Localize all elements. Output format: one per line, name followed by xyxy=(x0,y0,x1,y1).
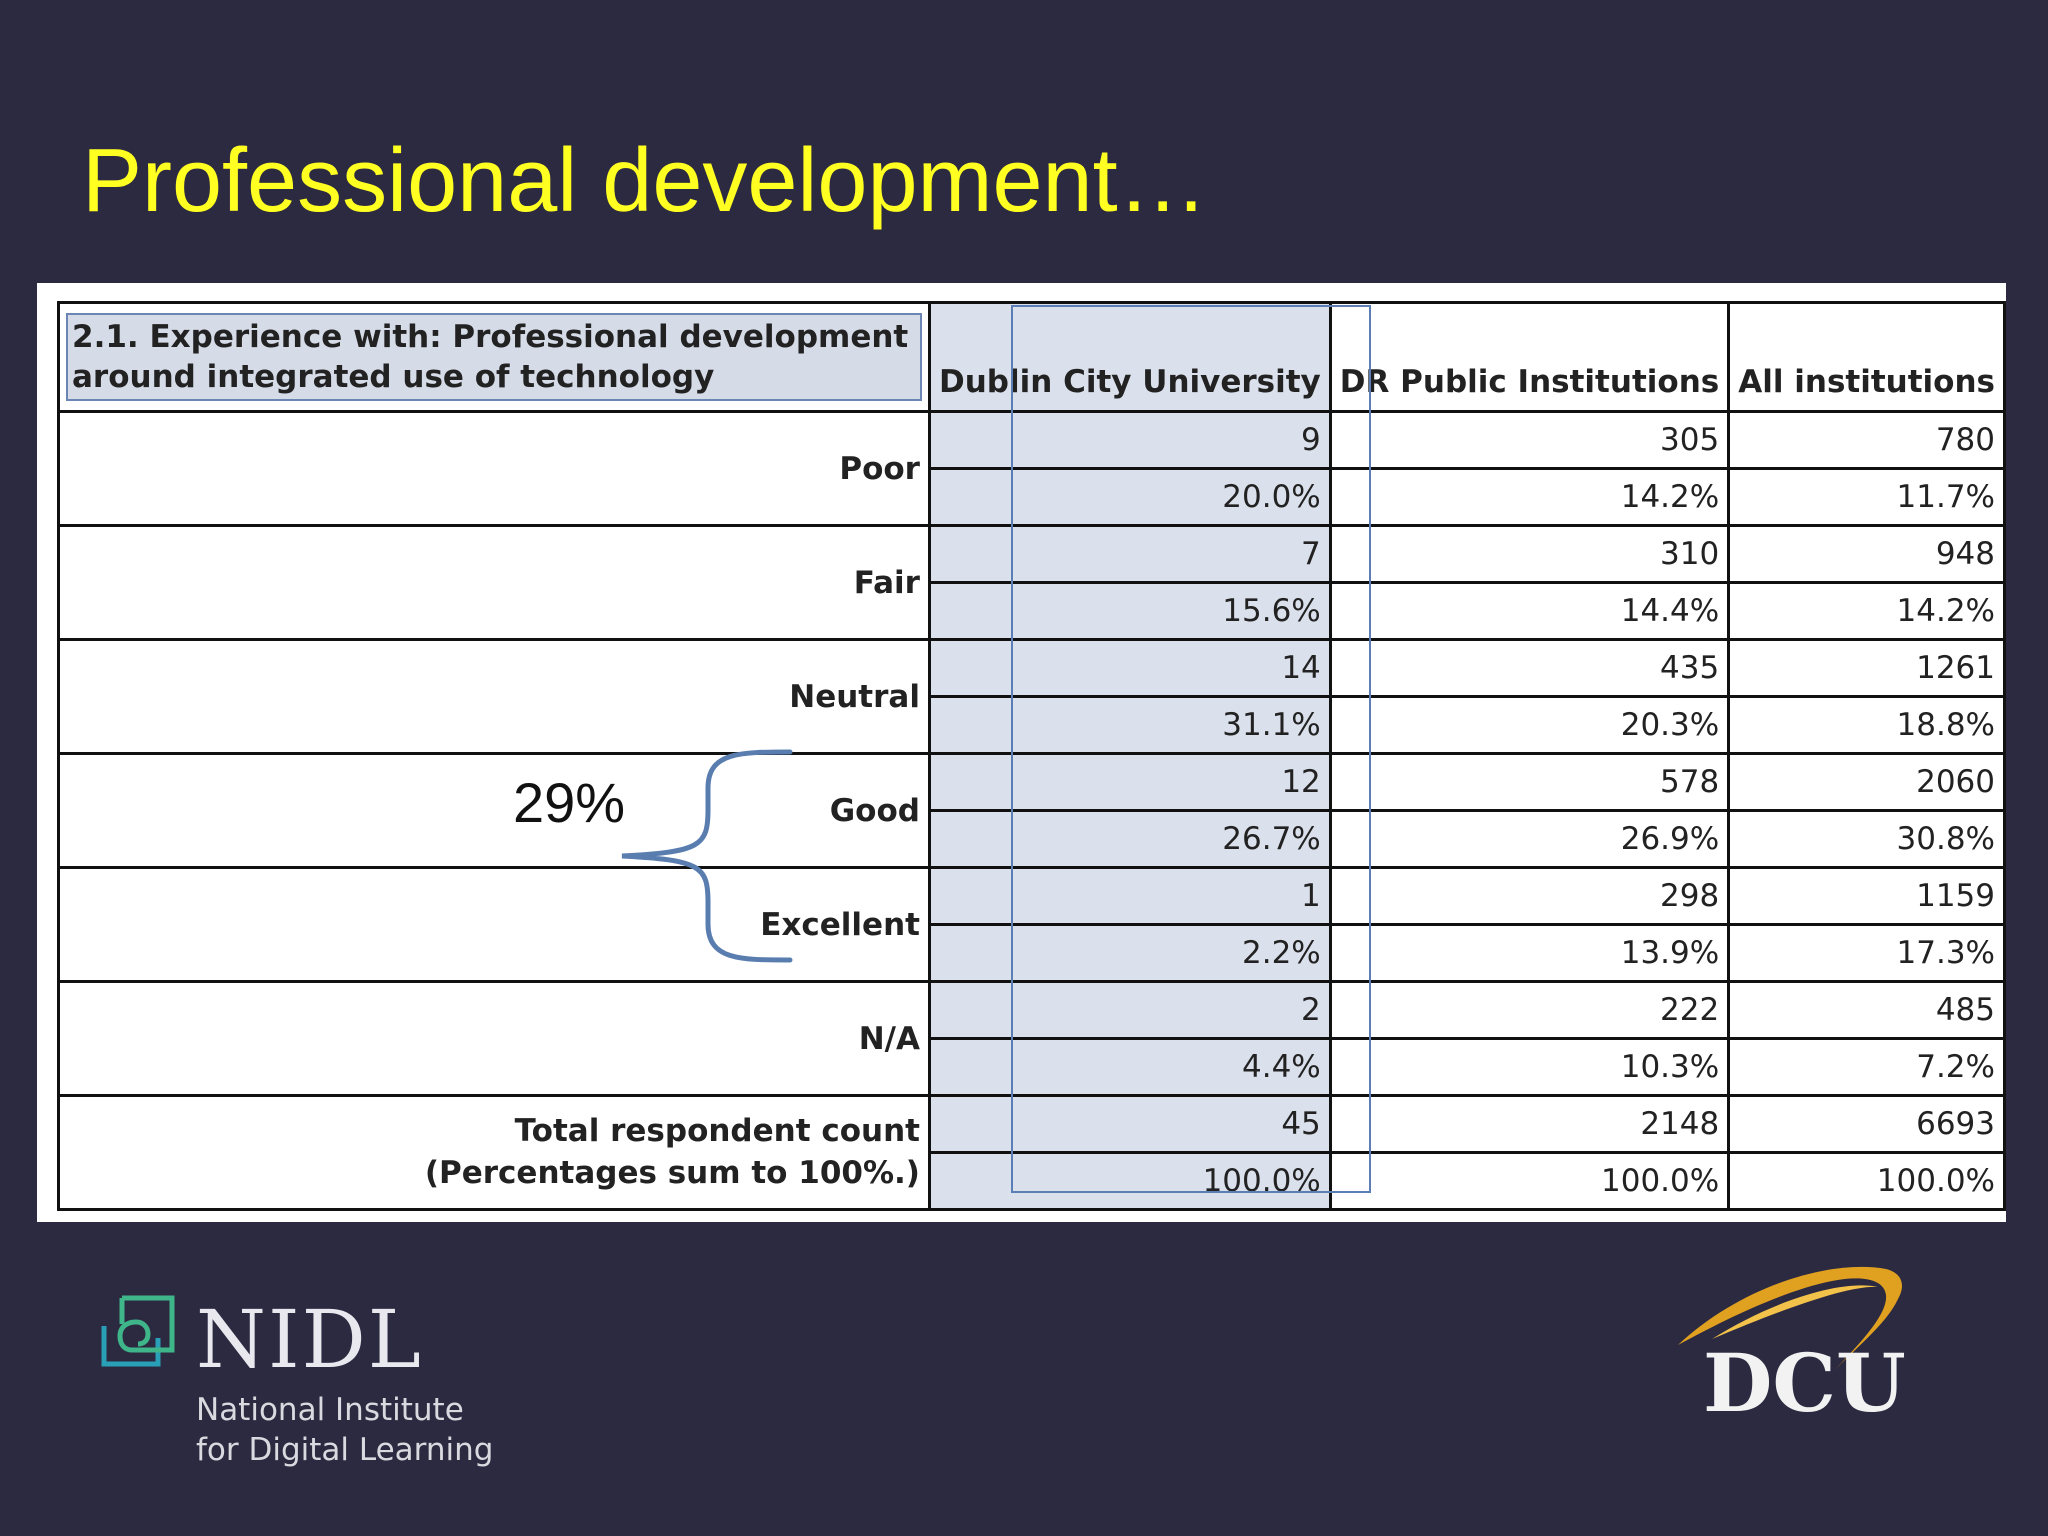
percent-cell: 14.4% xyxy=(1328,581,1731,641)
table-row: 20.0% 14.2% 11.7% xyxy=(59,467,2006,527)
question-header: 2.1. Experience with: Professional devel… xyxy=(57,301,931,413)
row-label: Good xyxy=(57,752,931,869)
curly-brace-annotation xyxy=(621,749,793,963)
percent-cell: 26.9% xyxy=(1328,809,1731,869)
count-cell: 298 xyxy=(1328,866,1731,926)
table-row-total: 100.0% 100.0% 100.0% xyxy=(59,1151,2006,1211)
table-row: 2.2% 13.9% 17.3% xyxy=(59,923,2006,983)
row-label: Fair xyxy=(57,524,931,641)
slide-title: Professional development… xyxy=(82,131,1208,231)
percent-cell: 20.3% xyxy=(1328,695,1731,755)
column-header-dr-public: DR Public Institutions xyxy=(1328,301,1731,413)
count-cell: 1 xyxy=(927,866,1332,926)
table-row: 31.1% 20.3% 18.8% xyxy=(59,695,2006,755)
percent-cell: 14.2% xyxy=(1727,581,2006,641)
percent-cell: 15.6% xyxy=(927,581,1332,641)
count-cell: 780 xyxy=(1727,410,2006,470)
nidl-subtitle-line1: National Institute xyxy=(196,1392,464,1428)
nidl-logo-icon xyxy=(101,1295,175,1367)
percent-cell: 18.8% xyxy=(1727,695,2006,755)
count-cell: 578 xyxy=(1328,752,1731,812)
count-cell: 2 xyxy=(927,980,1332,1040)
table-row: Neutral 14 435 1261 xyxy=(57,638,2006,755)
table-header-row: 2.1. Experience with: Professional devel… xyxy=(57,301,2006,413)
table-row: N/A 2 222 485 xyxy=(57,980,2006,1097)
count-cell: 1261 xyxy=(1727,638,2006,698)
row-label: Neutral xyxy=(57,638,931,755)
count-cell: 310 xyxy=(1328,524,1731,584)
total-count-cell: 2148 xyxy=(1328,1094,1731,1154)
table-row: 15.6% 14.4% 14.2% xyxy=(59,581,2006,641)
percent-cell: 31.1% xyxy=(927,695,1332,755)
nidl-wordmark: NIDL xyxy=(196,1293,423,1386)
percent-cell: 30.8% xyxy=(1727,809,2006,869)
table-row: Good 12 578 2060 xyxy=(57,752,2006,869)
dcu-swoosh-icon xyxy=(1678,1266,1902,1373)
percent-cell: 2.2% xyxy=(927,923,1332,983)
total-percent-cell: 100.0% xyxy=(1727,1151,2006,1211)
count-cell: 435 xyxy=(1328,638,1731,698)
nidl-subtitle-line2: for Digital Learning xyxy=(196,1432,494,1468)
total-percent-cell: 100.0% xyxy=(1328,1151,1731,1211)
percent-cell: 17.3% xyxy=(1727,923,2006,983)
count-cell: 948 xyxy=(1727,524,2006,584)
row-label: N/A xyxy=(57,980,931,1097)
table-row: 26.7% 26.9% 30.8% xyxy=(59,809,2006,869)
percent-cell: 20.0% xyxy=(927,467,1332,527)
percent-cell: 11.7% xyxy=(1727,467,2006,527)
percent-cell: 10.3% xyxy=(1328,1037,1731,1097)
total-percent-cell: 100.0% xyxy=(927,1151,1332,1211)
count-cell: 2060 xyxy=(1727,752,2006,812)
total-count-cell: 45 xyxy=(927,1094,1332,1154)
count-cell: 305 xyxy=(1328,410,1731,470)
dcu-wordmark: DCU xyxy=(1703,1336,1906,1430)
table-row: Poor 9 305 780 xyxy=(57,410,2006,527)
table-body: Poor 9 305 780 20.0% 14.2% 11.7% Fair 7 310 948 15.… xyxy=(57,410,2006,1211)
count-cell: 14 xyxy=(927,638,1332,698)
percent-cell: 13.9% xyxy=(1328,923,1731,983)
count-cell: 1159 xyxy=(1727,866,2006,926)
count-cell: 7 xyxy=(927,524,1332,584)
count-cell: 9 xyxy=(927,410,1332,470)
column-header-all: All institutions xyxy=(1727,301,2006,413)
total-label-note: (Percentages sum to 100%.) xyxy=(424,1154,920,1191)
percent-cell: 7.2% xyxy=(1727,1037,2006,1097)
percent-cell: 26.7% xyxy=(927,809,1332,869)
nidl-subtitle: National Institute for Digital Learning xyxy=(196,1390,493,1470)
total-count-cell: 6693 xyxy=(1727,1094,2006,1154)
row-label: Excellent xyxy=(57,866,931,983)
total-label-text: Total respondent count xyxy=(514,1112,920,1149)
table-row: 4.4% 10.3% 7.2% xyxy=(59,1037,2006,1097)
percent-cell: 14.2% xyxy=(1328,467,1731,527)
percent-cell: 4.4% xyxy=(927,1037,1332,1097)
table-row: Fair 7 310 948 xyxy=(57,524,2006,641)
count-cell: 222 xyxy=(1328,980,1731,1040)
question-text: 2.1. Experience with: Professional devel… xyxy=(66,312,922,402)
table-row: Excellent 1 298 1159 xyxy=(57,866,2006,983)
count-cell: 12 xyxy=(927,752,1332,812)
percent-annotation: 29% xyxy=(513,771,626,834)
row-label: Poor xyxy=(57,410,931,527)
column-header-dcu: Dublin City University xyxy=(927,301,1332,413)
count-cell: 485 xyxy=(1727,980,2006,1040)
total-label: Total respondent count (Percentages sum t… xyxy=(57,1094,931,1211)
table-panel: 2.1. Experience with: Professional devel… xyxy=(37,283,2006,1222)
results-table: 2.1. Experience with: Professional devel… xyxy=(57,301,2006,1211)
table-row-total: Total respondent count (Percentages sum t… xyxy=(57,1094,2006,1211)
